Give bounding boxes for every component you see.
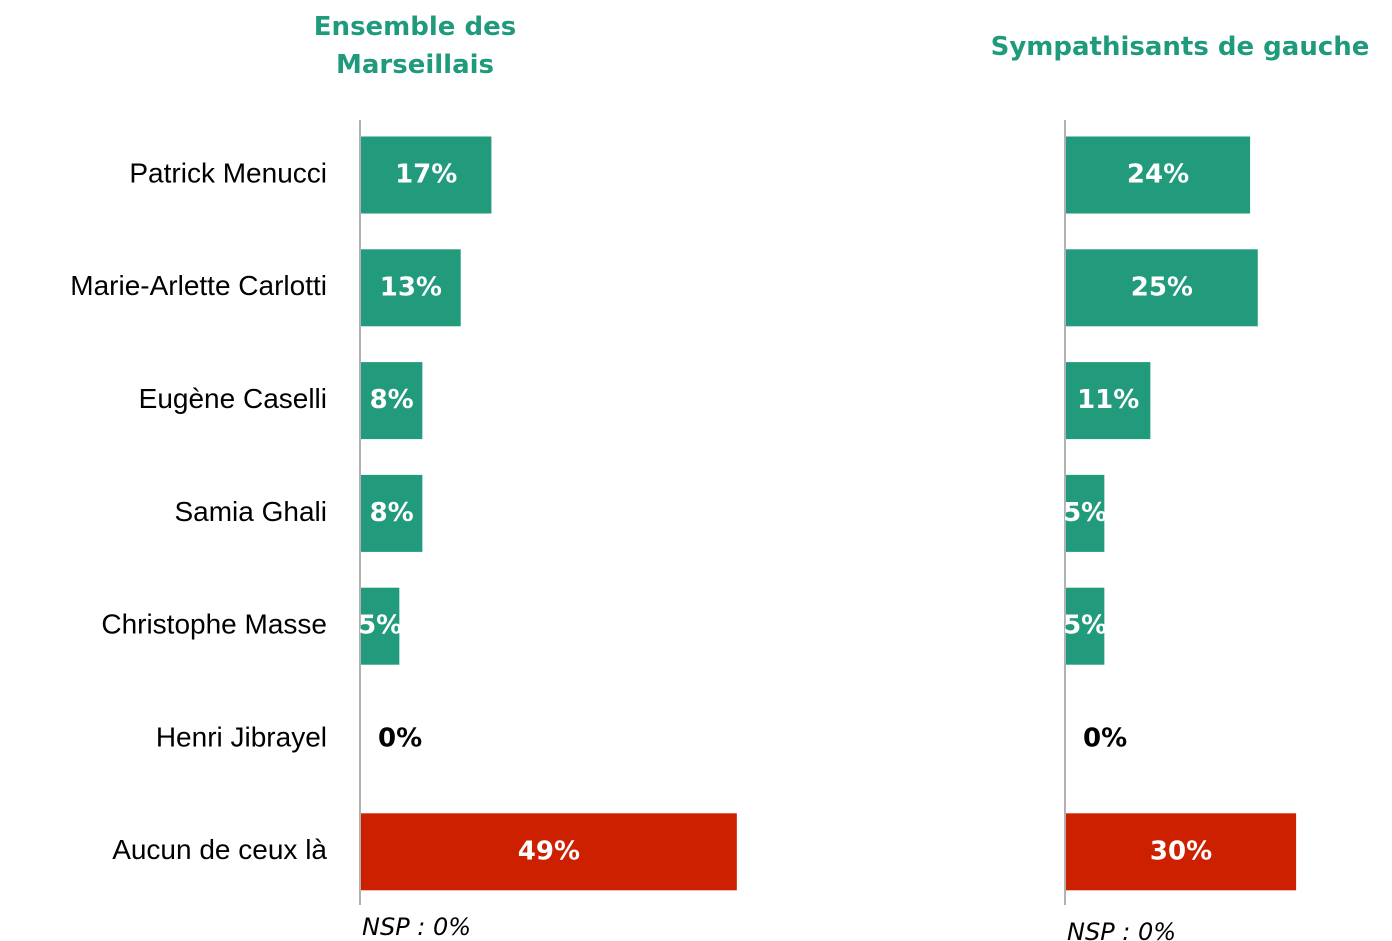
chart-title: Sympathisants de gauche — [990, 32, 1370, 62]
bar — [361, 136, 492, 214]
value-label: 5% — [1063, 498, 1107, 528]
value-label: 0% — [378, 724, 422, 754]
category-label: Christophe Masse — [101, 609, 327, 640]
value-label: 30% — [1150, 836, 1212, 866]
chart-title: Ensemble des Marseillais — [313, 12, 517, 80]
category-label: Aucun de ceux là — [112, 834, 327, 865]
value-label: 13% — [380, 272, 442, 302]
footnote: NSP : 0% — [362, 913, 471, 941]
value-label: 24% — [1127, 160, 1189, 190]
bar — [1066, 813, 1297, 891]
bar — [1066, 587, 1105, 665]
value-label: 17% — [395, 160, 457, 190]
bar — [1066, 362, 1151, 440]
value-label: 0% — [1083, 724, 1127, 754]
category-label: Marie-Arlette Carlotti — [70, 270, 327, 301]
value-label: 5% — [358, 611, 402, 641]
bar — [361, 362, 423, 440]
value-label: 25% — [1131, 272, 1193, 302]
bar — [361, 813, 737, 891]
value-label: 11% — [1077, 385, 1139, 415]
bar — [361, 474, 423, 552]
value-label: 49% — [518, 836, 580, 866]
footnote: NSP : 0% — [1067, 918, 1176, 941]
category-label: Patrick Menucci — [129, 157, 327, 188]
bar — [1066, 249, 1258, 327]
bar — [1066, 474, 1105, 552]
bar — [361, 249, 461, 327]
value-label: 8% — [370, 385, 414, 415]
value-label: 8% — [370, 498, 414, 528]
bar — [361, 587, 400, 665]
category-label: Samia Ghali — [174, 496, 327, 527]
bar — [1066, 136, 1251, 214]
category-label: Henri Jibrayel — [156, 721, 327, 752]
category-label: Eugène Caselli — [139, 383, 327, 414]
value-label: 5% — [1063, 611, 1107, 641]
